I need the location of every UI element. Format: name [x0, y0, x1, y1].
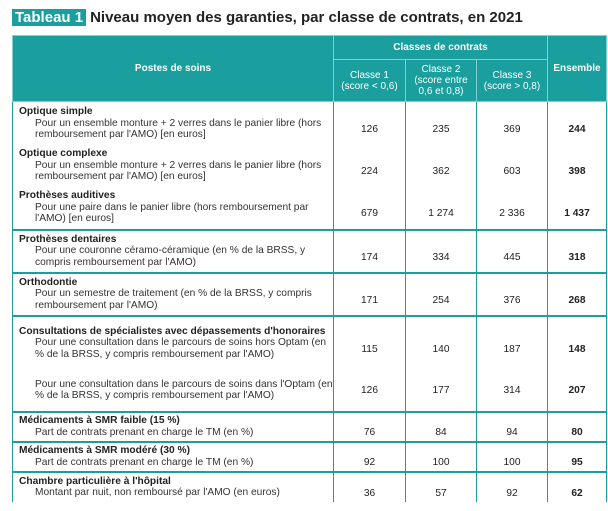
table-row: Médicaments à SMR modéré (30 %) Part de c…	[12, 440, 607, 472]
header-classe1: Classe 1 (score < 0,6)	[333, 59, 406, 102]
cell-c2: 177	[405, 369, 477, 412]
cell-c3: 369	[476, 101, 548, 145]
table-row: Optique complexe Pour un ensemble monture…	[12, 144, 607, 187]
cell-c2: 84	[405, 410, 477, 442]
row-label: Orthodontie Pour un semestre de traitemen…	[12, 271, 334, 316]
row-title: Prothèses dentaires	[19, 233, 117, 245]
cell-ensemble: 268	[547, 271, 607, 316]
cell-c1: 174	[333, 228, 406, 273]
row-title: Orthodontie	[19, 276, 78, 288]
cell-ensemble: 95	[547, 440, 607, 472]
cell-c3: 94	[476, 410, 548, 442]
row-description: Pour un ensemble monture + 2 verres dans…	[35, 159, 322, 183]
cell-c1: 126	[333, 101, 406, 145]
cell-c1: 171	[333, 271, 406, 316]
cell-c2: 1 274	[405, 186, 477, 230]
row-label: Prothèses dentaires Pour une couronne cér…	[12, 228, 334, 273]
cell-c3: 314	[476, 369, 548, 412]
cell-ensemble: 398	[547, 144, 607, 187]
cell-c1: 115	[333, 314, 406, 370]
cell-c1: 126	[333, 369, 406, 412]
cell-ensemble: 318	[547, 228, 607, 273]
header-ensemble: Ensemble	[547, 35, 607, 102]
title-text: Niveau moyen des garanties, par classe d…	[90, 9, 523, 26]
cell-c1: 224	[333, 144, 406, 187]
row-label: Médicaments à SMR faible (15 %) Part de c…	[12, 410, 334, 442]
row-label: Optique complexe Pour un ensemble monture…	[12, 144, 334, 187]
row-label: Pour une consultation dans le parcours d…	[12, 369, 334, 412]
cell-ensemble: 148	[547, 314, 607, 370]
row-title: Médicaments à SMR faible (15 %)	[19, 415, 180, 426]
row-label: Chambre particulière à l'hôpital Montant …	[12, 470, 334, 502]
row-title: Chambre particulière à l'hôpital	[19, 475, 171, 487]
header-classe3: Classe 3 (score > 0,8)	[476, 59, 548, 102]
cell-c3: 92	[476, 470, 548, 502]
cell-c3: 445	[476, 228, 548, 273]
row-title: Consultations de spécialistes avec dépas…	[19, 325, 326, 337]
row-label: Consultations de spécialistes avec dépas…	[12, 314, 334, 370]
row-title: Optique complexe	[19, 148, 108, 160]
cell-c3: 2 336	[476, 186, 548, 230]
row-label: Prothèses auditives Pour une paire dans l…	[12, 186, 334, 230]
cell-c2: 235	[405, 101, 477, 145]
row-description: Pour un semestre de traitement (en % de …	[35, 288, 312, 311]
cell-ensemble: 62	[547, 470, 607, 502]
table-row: Prothèses auditives Pour une paire dans l…	[12, 186, 607, 230]
row-description: Pour une consultation dans le parcours d…	[35, 337, 327, 360]
cell-c2: 140	[405, 314, 477, 370]
cell-ensemble: 1 437	[547, 186, 607, 230]
table-row: Prothèses dentaires Pour une couronne cér…	[12, 228, 607, 273]
cell-c2: 334	[405, 228, 477, 273]
cell-c3: 603	[476, 144, 548, 187]
row-label: Optique simple Pour un ensemble monture +…	[12, 101, 334, 145]
table-row: Orthodontie Pour un semestre de traitemen…	[12, 271, 607, 316]
cell-c1: 36	[333, 470, 406, 502]
table-title: Tableau 1 Niveau moyen des garanties, par…	[12, 9, 523, 26]
cell-ensemble: 80	[547, 410, 607, 442]
cell-c2: 254	[405, 271, 477, 316]
row-description: Pour un ensemble monture + 2 verres dans…	[35, 117, 322, 141]
cell-ensemble: 244	[547, 101, 607, 145]
header-classes: Classes de contrats	[333, 35, 548, 60]
row-title: Optique simple	[19, 106, 93, 117]
row-description: Pour une paire dans le panier libre (hor…	[35, 201, 309, 225]
cell-c1: 76	[333, 410, 406, 442]
row-title: Médicaments à SMR modéré (30 %)	[19, 445, 190, 456]
row-label: Médicaments à SMR modéré (30 %) Part de c…	[12, 440, 334, 472]
row-description: Part de contrats prenant en charge le TM…	[35, 426, 254, 438]
header-postes: Postes de soins	[12, 35, 334, 102]
table-row: Chambre particulière à l'hôpital Montant …	[12, 470, 607, 502]
table-row: Médicaments à SMR faible (15 %) Part de c…	[12, 410, 607, 442]
cell-c1: 92	[333, 440, 406, 472]
guarantees-table: Postes de soins Classes de contrats Ense…	[12, 35, 607, 502]
row-description: Pour une consultation dans le parcours d…	[35, 378, 333, 402]
row-title: Prothèses auditives	[19, 190, 116, 202]
cell-c1: 679	[333, 186, 406, 230]
cell-c3: 187	[476, 314, 548, 370]
row-description: Pour une couronne céramo-céramique (en %…	[35, 245, 306, 268]
header-classe2: Classe 2 (score entre 0,6 et 0,8)	[405, 59, 477, 102]
row-description: Montant par nuit, non remboursé par l'AM…	[35, 487, 280, 498]
cell-c2: 57	[405, 470, 477, 502]
cell-c2: 362	[405, 144, 477, 187]
cell-c3: 376	[476, 271, 548, 316]
table-row: Pour une consultation dans le parcours d…	[12, 369, 607, 412]
row-description: Part de contrats prenant en charge le TM…	[35, 456, 254, 468]
cell-c2: 100	[405, 440, 477, 472]
table-row: Optique simple Pour un ensemble monture +…	[12, 101, 607, 145]
cell-ensemble: 207	[547, 369, 607, 412]
cell-c3: 100	[476, 440, 548, 472]
table-row: Consultations de spécialistes avec dépas…	[12, 314, 607, 370]
table-tag: Tableau 1	[12, 9, 87, 26]
